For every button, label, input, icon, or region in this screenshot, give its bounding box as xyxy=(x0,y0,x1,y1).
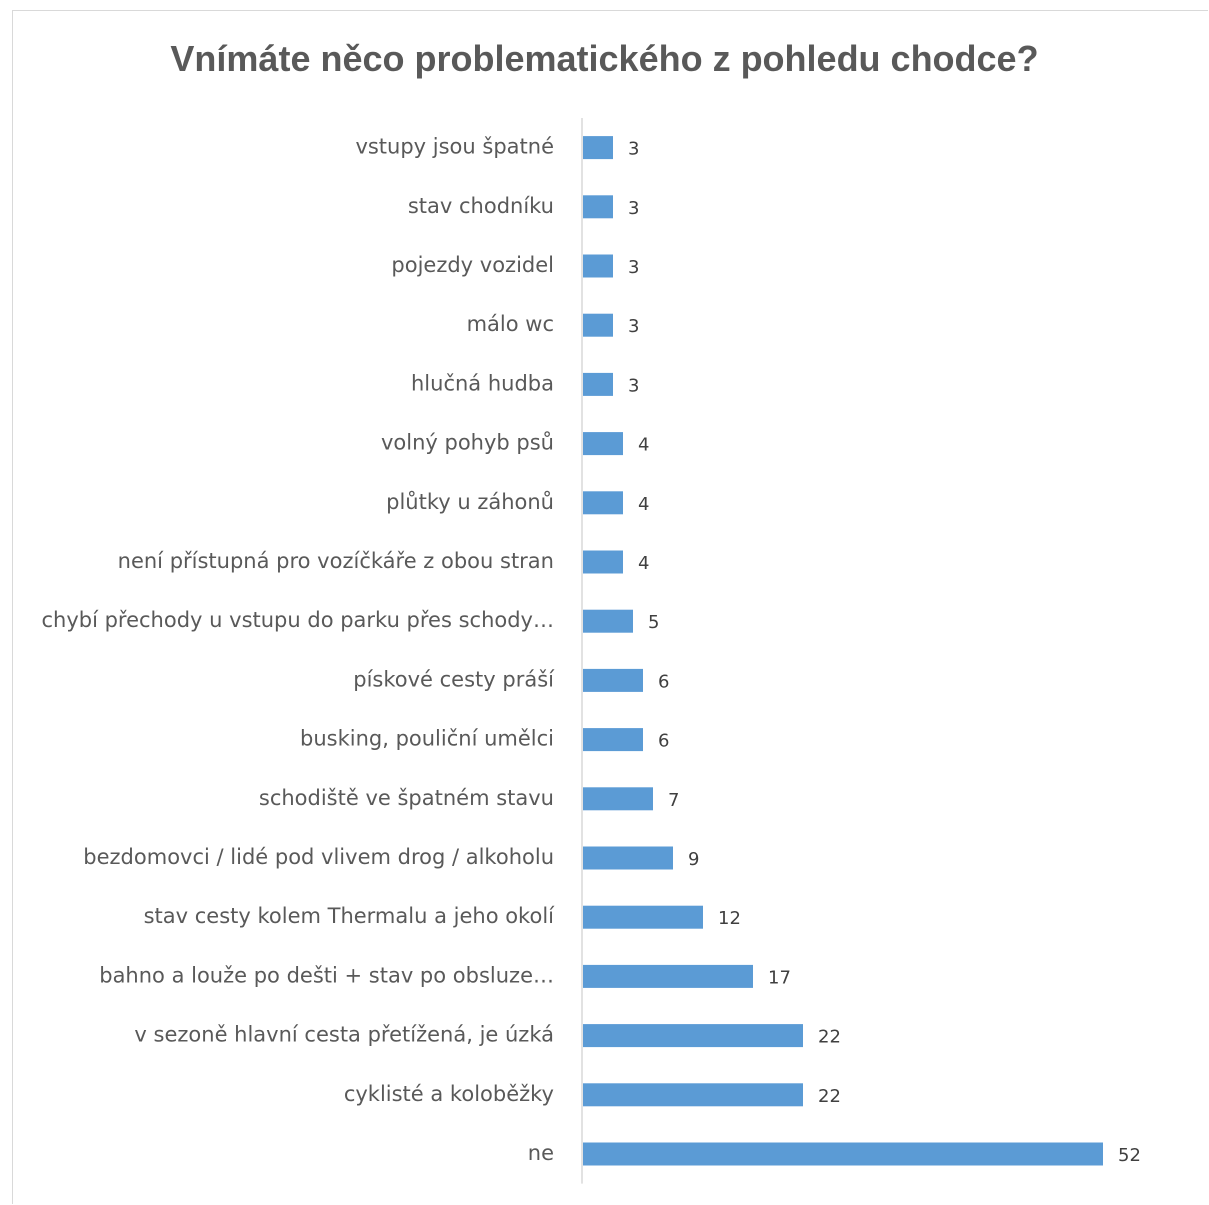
data-label: 3 xyxy=(628,375,639,396)
bar xyxy=(583,787,653,811)
bar xyxy=(583,609,633,633)
category-label: schodiště ve špatném stavu xyxy=(259,786,554,810)
data-label: 3 xyxy=(628,139,639,160)
category-label: v sezoně hlavní cesta přetížená, je úzká xyxy=(134,1023,554,1047)
data-label: 6 xyxy=(658,731,669,752)
data-label: 12 xyxy=(718,908,741,929)
category-label: ne xyxy=(528,1141,554,1165)
data-label: 6 xyxy=(658,671,669,692)
category-label: chybí přechody u vstupu do parku přes sc… xyxy=(41,608,554,632)
bar xyxy=(583,550,623,574)
category-label: pískové cesty práší xyxy=(353,667,555,691)
bar xyxy=(583,846,673,870)
category-label: pojezdy vozidel xyxy=(391,253,554,277)
data-label: 4 xyxy=(638,553,649,574)
category-label: volný pohyb psů xyxy=(381,431,554,455)
data-label: 22 xyxy=(818,1027,841,1048)
chart-title: Vnímáte něco problematického z pohledu c… xyxy=(170,38,1039,79)
data-label: 4 xyxy=(638,435,649,456)
bar xyxy=(583,905,703,929)
bars-group xyxy=(583,136,1103,1166)
category-label: bahno a louže po dešti + stav po obsluze… xyxy=(99,963,554,987)
data-label: 5 xyxy=(648,612,659,633)
data-label: 4 xyxy=(638,494,649,515)
bar xyxy=(583,372,613,396)
bar xyxy=(583,1083,803,1107)
category-label: cyklisté a koloběžky xyxy=(344,1082,554,1106)
bar xyxy=(583,728,643,752)
bar xyxy=(583,432,623,456)
bar xyxy=(583,195,613,219)
data-label: 9 xyxy=(688,849,699,870)
data-label: 17 xyxy=(768,967,791,988)
category-label: stav cesty kolem Thermalu a jeho okolí xyxy=(144,904,556,928)
bar xyxy=(583,964,753,988)
category-label: hlučná hudba xyxy=(411,371,554,395)
category-labels: vstupy jsou špatné stav chodníku pojezdy v… xyxy=(41,135,555,1165)
bar xyxy=(583,1142,1103,1166)
data-label: 3 xyxy=(628,316,639,337)
bar xyxy=(583,136,613,160)
data-label: 22 xyxy=(818,1086,841,1107)
category-label: stav chodníku xyxy=(408,194,554,218)
bar xyxy=(583,491,623,515)
data-label: 52 xyxy=(1118,1145,1141,1166)
data-label: 3 xyxy=(628,198,639,219)
category-label: vstupy jsou špatné xyxy=(355,135,554,159)
category-label: málo wc xyxy=(467,312,554,336)
category-label: bezdomovci / lidé pod vlivem drog / alko… xyxy=(83,845,554,869)
category-label: není přístupná pro vozíčkáře z obou stra… xyxy=(118,549,554,573)
bar xyxy=(583,1024,803,1048)
bar xyxy=(583,668,643,692)
data-label: 7 xyxy=(668,790,679,811)
value-labels: 3 3 3 3 3 4 4 4 5 6 6 7 9 12 17 22 22 52 xyxy=(628,139,1141,1166)
bar xyxy=(583,313,613,337)
chart-frame xyxy=(12,10,1208,1204)
data-label: 3 xyxy=(628,257,639,278)
category-label: busking, pouliční umělci xyxy=(300,727,554,751)
category-label: plůtky u záhonů xyxy=(386,490,554,514)
bar xyxy=(583,254,613,278)
